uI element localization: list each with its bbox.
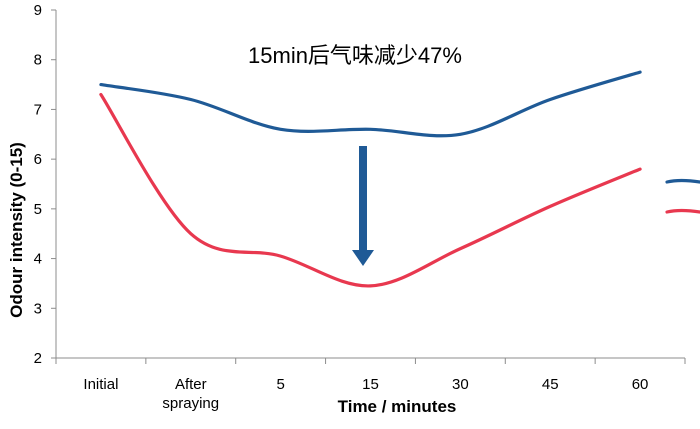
x-tick-label: 60	[632, 376, 649, 393]
series-line-1	[99, 70, 642, 138]
y-axis-title: Odour intensity (0-15)	[7, 142, 26, 318]
legend-swatch-2	[665, 208, 700, 214]
x-tick-label: 45	[542, 376, 559, 393]
x-tick-label: spraying	[162, 395, 219, 412]
series-line-2	[99, 92, 642, 288]
x-axis-title: Time / minutes	[338, 397, 457, 416]
x-tick-labels: Initial After spraying 5 15 30 45 60	[83, 376, 648, 412]
y-tick-label: 8	[34, 52, 42, 69]
legend-swatch-1	[665, 178, 700, 184]
x-tick-label: 5	[276, 376, 284, 393]
y-tick-label: 9	[34, 2, 42, 19]
series-lines	[99, 70, 642, 288]
y-tick-label: 7	[34, 101, 42, 118]
down-arrow-shape	[352, 146, 374, 266]
reduction-annotation: 15min后气味减少47%	[248, 43, 462, 68]
y-tick-label: 6	[34, 151, 42, 168]
y-tick-label: 5	[34, 201, 42, 218]
legend	[665, 178, 700, 214]
down-arrow-icon	[352, 146, 374, 266]
y-tick-label: 4	[34, 251, 42, 268]
x-tick-label: 15	[362, 376, 379, 393]
x-tick-label: 30	[452, 376, 469, 393]
axes	[51, 9, 686, 364]
y-tick-label: 2	[34, 350, 42, 367]
x-tick-label: Initial	[83, 376, 118, 393]
x-tick-label: After	[175, 376, 207, 393]
y-tick-label: 3	[34, 300, 42, 317]
y-tick-labels: 2 3 4 5 6 7 8 9	[34, 2, 42, 367]
